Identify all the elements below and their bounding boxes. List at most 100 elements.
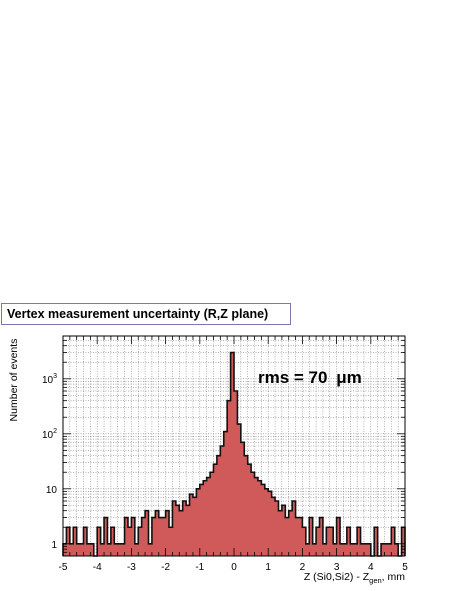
histogram-bin: [313, 544, 316, 556]
y-tick-label-base: 10: [42, 375, 54, 386]
histogram-bin: [227, 401, 230, 556]
histogram-bin: [213, 464, 216, 556]
histogram-bin: [220, 446, 223, 556]
x-axis-label: Z (Si0,Si2) - Zgen, mm: [304, 571, 405, 585]
histogram-bin: [316, 527, 319, 556]
histogram-bin: [155, 511, 158, 556]
histogram-bin: [265, 489, 268, 556]
rms-annotation: rms = 70 μm: [258, 368, 362, 387]
y-tick-label-exponent: 2: [53, 428, 57, 435]
y-tick-label: 103: [42, 373, 57, 386]
histogram-bin: [350, 544, 353, 556]
histogram-bin: [125, 518, 128, 556]
histogram-bin: [337, 518, 340, 556]
histogram-bin: [77, 544, 80, 556]
histogram-bin: [63, 544, 66, 556]
histogram-bin: [149, 544, 152, 556]
histogram-bin: [111, 527, 114, 556]
histogram-bin: [299, 518, 302, 556]
histogram-bin: [268, 491, 271, 556]
histogram-bin: [152, 518, 155, 556]
histogram-bin: [306, 544, 309, 556]
histogram-bin: [296, 518, 299, 556]
chart-title: Vertex measurement uncertainty (R,Z plan…: [7, 307, 269, 321]
histogram-bin: [84, 527, 87, 556]
rms-annotation-text: rms = 70: [258, 368, 332, 387]
histogram-bin: [374, 527, 377, 556]
histogram-outline: [62, 351, 406, 557]
y-tick-label: 1: [51, 540, 57, 551]
histogram-bin: [326, 527, 329, 556]
histogram-bin: [289, 511, 292, 556]
histogram-bin: [196, 489, 199, 556]
histogram-bin: [354, 544, 357, 556]
x-tick-label: 3: [334, 562, 340, 573]
y-tick-label-base: 10: [46, 485, 58, 496]
y-tick-label: 10: [46, 485, 58, 496]
histogram-bin: [330, 527, 333, 556]
histogram-bin: [292, 501, 295, 556]
y-tick-label-base: 1: [51, 540, 57, 551]
histogram-bin: [176, 505, 179, 556]
histogram-bin: [395, 544, 398, 556]
histogram-bin: [114, 544, 117, 556]
histogram-bin: [118, 544, 121, 556]
y-tick-label-exponent: 3: [53, 373, 57, 380]
histogram-bin: [323, 544, 326, 556]
y-tick-label-base: 10: [42, 430, 54, 441]
histogram-bin: [97, 527, 100, 556]
histogram-bin: [258, 481, 261, 556]
histogram-bin: [90, 544, 93, 556]
histogram-bin: [244, 456, 247, 556]
histogram-bin: [66, 527, 69, 556]
histogram-bin: [391, 527, 394, 556]
x-axis-label-tail: , mm: [382, 571, 406, 583]
histogram-bin: [278, 511, 281, 556]
histogram-bin: [142, 518, 145, 556]
histogram-bin: [357, 527, 360, 556]
ticks-layer: [62, 335, 406, 557]
x-tick-label: -4: [93, 562, 102, 573]
histogram-bin: [80, 544, 83, 556]
histogram-fill: [63, 352, 405, 556]
histogram-bin: [333, 544, 336, 556]
histogram-bin: [261, 484, 264, 556]
histogram-bin: [231, 353, 234, 556]
histogram-bin: [361, 544, 364, 556]
histogram-bin: [275, 501, 278, 556]
histogram-bin: [104, 518, 107, 556]
histogram-bin: [121, 544, 124, 556]
histogram-bin: [200, 484, 203, 556]
histogram-bin: [364, 544, 367, 556]
histogram-bin: [302, 527, 305, 556]
histogram-bin: [248, 464, 251, 556]
histogram-bin: [255, 478, 258, 556]
histogram-bin: [388, 544, 391, 556]
histogram-bin: [193, 497, 196, 556]
histogram-bin: [237, 424, 240, 556]
histogram-bin: [128, 527, 131, 556]
x-tick-label: 0: [231, 562, 237, 573]
x-tick-label: 1: [265, 562, 271, 573]
histogram-bin: [343, 544, 346, 556]
histogram-bin: [101, 544, 104, 556]
histogram-bin: [320, 518, 323, 556]
y-tick-label: 102: [42, 428, 57, 441]
histogram-bin: [70, 544, 73, 556]
histogram-bin: [166, 511, 169, 556]
x-axis-label-subscript: gen: [369, 576, 382, 585]
x-tick-label: 2: [300, 562, 306, 573]
histogram-bin: [159, 518, 162, 556]
histogram-bin: [162, 518, 165, 556]
histogram-bin: [138, 527, 141, 556]
histogram-bin: [384, 544, 387, 556]
histogram-bin: [169, 527, 172, 556]
histogram-bin: [272, 497, 275, 556]
x-tick-label: -1: [195, 562, 204, 573]
histogram-bin: [340, 544, 343, 556]
histogram-bin: [203, 481, 206, 556]
histogram-bin: [172, 501, 175, 556]
rms-annotation-unit: μm: [336, 368, 362, 387]
